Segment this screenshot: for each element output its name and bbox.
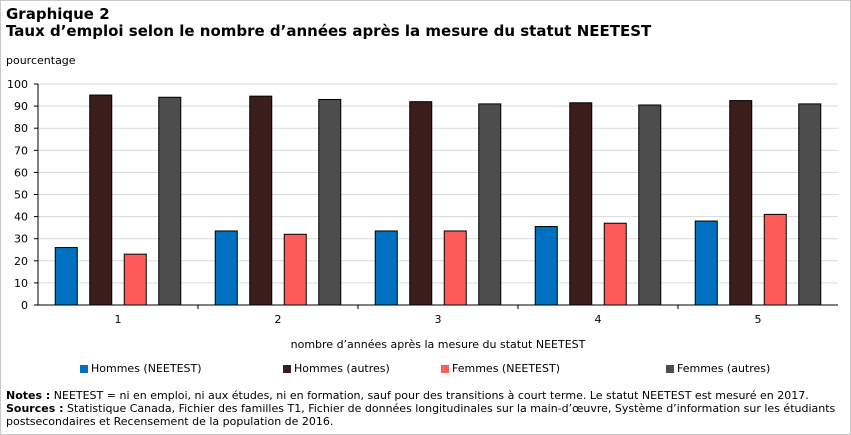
bar — [569, 102, 593, 306]
x-tick-label: 3 — [435, 313, 442, 326]
x-tick-label: 2 — [275, 313, 282, 326]
bar — [638, 104, 662, 306]
bar — [694, 220, 718, 306]
bar — [283, 233, 307, 306]
bar — [54, 247, 78, 306]
bar — [318, 98, 342, 306]
x-tick-label: 1 — [115, 313, 122, 326]
y-tick-label: 100 — [7, 78, 28, 91]
legend-item: Hommes (NEETEST) — [80, 362, 202, 375]
sources-text: Statistique Canada, Fichier des familles… — [6, 402, 836, 428]
bar — [798, 103, 822, 306]
legend-label: Femmes (autres) — [677, 362, 771, 375]
bar — [214, 230, 238, 306]
x-tick-label: 5 — [755, 313, 762, 326]
chart-title: Taux d’emploi selon le nombre d’années a… — [6, 22, 652, 40]
legend-swatch — [666, 364, 674, 373]
legend-item: Femmes (autres) — [666, 362, 770, 375]
x-axis-label: nombre d’années après la mesure du statu… — [291, 338, 586, 351]
legend-label: Femmes (NEETEST) — [452, 362, 561, 375]
notes-text: NEETEST = ni en emploi, ni aux études, n… — [50, 389, 809, 402]
bar — [249, 95, 273, 306]
y-axis-label: pourcentage — [6, 54, 76, 67]
bar — [158, 96, 182, 306]
bar — [89, 94, 113, 306]
legend-swatch — [283, 364, 291, 373]
sources-line: Sources : Statistique Canada, Fichier de… — [6, 402, 846, 428]
y-tick-label: 80 — [14, 122, 28, 135]
figure-label: Graphique 2 — [6, 5, 110, 23]
y-tick-label: 50 — [14, 189, 28, 202]
y-tick-label: 0 — [21, 299, 28, 312]
y-tick-label: 40 — [14, 211, 28, 224]
y-tick-label: 20 — [14, 255, 28, 268]
bar — [409, 101, 433, 306]
bar — [729, 100, 753, 306]
bar — [478, 103, 502, 306]
x-tick-label: 4 — [595, 313, 602, 326]
bar — [123, 253, 147, 306]
notes-block: Notes : NEETEST = ni en emploi, ni aux é… — [6, 389, 846, 428]
notes-line: Notes : NEETEST = ni en emploi, ni aux é… — [6, 389, 846, 402]
y-tick-label: 60 — [14, 166, 28, 179]
legend-item: Femmes (NEETEST) — [441, 362, 560, 375]
bar — [374, 230, 398, 306]
y-tick-label: 70 — [14, 144, 28, 157]
legend-swatch — [441, 364, 449, 373]
bar — [443, 230, 467, 306]
bar — [534, 226, 558, 306]
legend-label: Hommes (autres) — [294, 362, 390, 375]
y-tick-label: 90 — [14, 100, 28, 113]
chart-legend: Hommes (NEETEST) Hommes (autres) Femmes (N… — [0, 362, 851, 378]
sources-label: Sources : — [6, 402, 64, 415]
bar-chart: 0 10 20 30 40 50 60 70 80 90 100 1 2 3 4 5 nombre d’anné… — [7, 78, 838, 351]
y-tick-label: 10 — [14, 277, 28, 290]
y-tick-label: 30 — [14, 233, 28, 246]
legend-label: Hommes (NEETEST) — [91, 362, 202, 375]
notes-label: Notes : — [6, 389, 51, 402]
bar — [603, 222, 627, 306]
bar — [763, 213, 787, 306]
legend-item: Hommes (autres) — [283, 362, 390, 375]
legend-swatch — [80, 364, 88, 373]
